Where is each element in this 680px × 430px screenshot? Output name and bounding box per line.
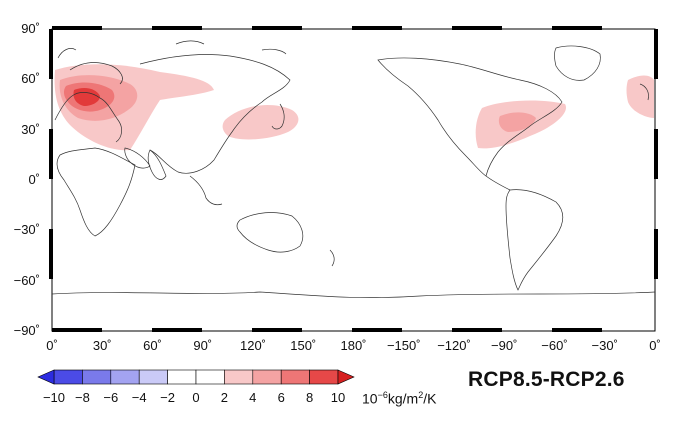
longitude-label: −90˚ (491, 338, 518, 353)
colorbar-tick-label: −8 (75, 390, 90, 405)
colorbar-min-extend (37, 369, 55, 385)
colorbar-bin (252, 369, 282, 385)
colorbar-tick-label: 2 (221, 390, 228, 405)
colorbar-tick-label: −10 (43, 390, 65, 405)
colorbar-bin (280, 369, 310, 385)
longitude-label: 0˚ (46, 338, 58, 353)
colorbar-tick-label: −4 (132, 390, 147, 405)
coastlines (51, 40, 656, 299)
latitude-label: 60˚ (21, 71, 40, 87)
anomaly-north-america-mid (498, 112, 536, 132)
colorbar-tick-label: −2 (160, 390, 175, 405)
latitude-label: −30˚ (13, 222, 40, 238)
longitude-label: 120˚ (239, 338, 267, 353)
latitude-label: 0˚ (28, 172, 40, 187)
latitude-label: −90˚ (13, 323, 40, 338)
latitude-label: −60˚ (13, 272, 40, 288)
anomaly-west-europe-edge (626, 75, 654, 118)
longitude-label: 150˚ (290, 338, 317, 353)
longitude-label: 60˚ (143, 338, 162, 353)
colorbar-tick-label: 10 (331, 390, 345, 405)
longitude-label: −120˚ (437, 338, 471, 353)
colorbar-bin (167, 369, 197, 385)
colorbar-units: 10−6kg/m2/K (362, 390, 437, 407)
anomaly-shading (54, 64, 654, 151)
colorbar-bin (309, 369, 339, 385)
colorbar: −10 −8 −6 −4 −2 0 2 4 6 8 10 (37, 369, 355, 405)
colorbar-tick-label: −6 (103, 390, 118, 405)
longitude-label: −150˚ (386, 338, 421, 353)
longitude-label: 0˚ (649, 338, 661, 353)
longitude-label: 90˚ (193, 338, 213, 353)
colorbar-tick-label: 0 (192, 390, 199, 405)
colorbar-bin (82, 369, 112, 385)
colorbar-bin (138, 369, 168, 385)
colorbar-tick-label: 4 (249, 390, 256, 405)
colorbar-tick-label: 8 (306, 390, 313, 405)
frame-border (49, 26, 658, 332)
latitude-label: 90˚ (21, 21, 40, 36)
colorbar-bin (195, 369, 225, 385)
anomaly-east-asia (222, 105, 299, 140)
longitude-label: −60˚ (541, 338, 568, 353)
latitude-label: 30˚ (21, 121, 40, 137)
colorbar-bin (224, 369, 254, 385)
longitude-label: 180˚ (340, 338, 367, 353)
colorbar-bin (110, 369, 140, 385)
panel-title: RCP8.5-RCP2.6 (468, 368, 625, 391)
longitude-label: −30˚ (591, 338, 618, 353)
longitude-label: 30˚ (92, 338, 112, 353)
colorbar-max-extend (337, 369, 355, 385)
colorbar-bin (53, 369, 83, 385)
colorbar-tick-label: 6 (278, 390, 285, 405)
